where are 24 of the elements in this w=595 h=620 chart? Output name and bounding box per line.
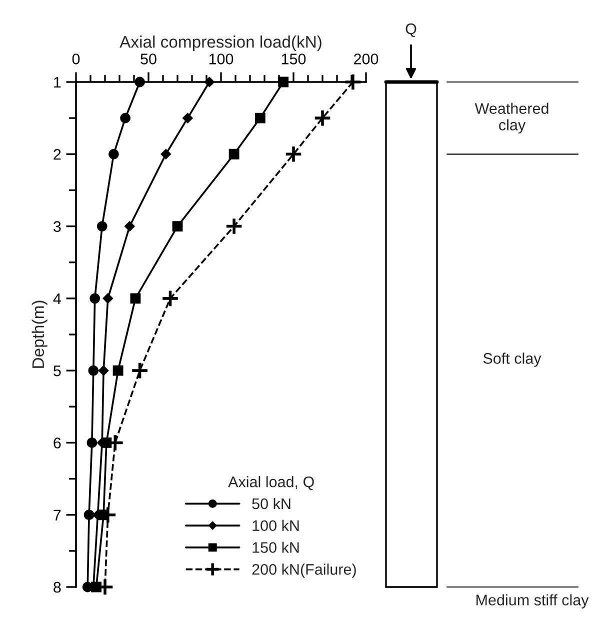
y-tick-label: 2	[54, 149, 61, 160]
y-tick-label: 6	[54, 438, 61, 448]
y-tick-label: 3	[54, 221, 61, 232]
legend-label: 200 kN(Failure)	[252, 564, 356, 578]
x-axis-title: Axial compression load(kN)	[120, 36, 322, 52]
x-tick-label: 200	[354, 54, 378, 64]
legend-title: Axial load, Q	[228, 476, 314, 490]
y-tick-label: 8	[54, 582, 61, 593]
x-tick-label: 150	[282, 54, 306, 64]
y-tick-label: 4	[53, 293, 61, 304]
x-tick-label: 100	[209, 54, 234, 64]
y-tick-label: 7	[54, 510, 61, 520]
y-tick-label: 5	[54, 366, 61, 376]
x-tick-label: 0	[72, 54, 80, 64]
y-axis-title: Depth(m)	[32, 300, 48, 368]
text: Q	[406, 23, 416, 37]
legend-label: 100 kN	[252, 520, 299, 532]
legend-label: 50 kN	[252, 498, 290, 510]
x-tick-label: 50	[140, 54, 156, 64]
legend-label: 150 kN	[252, 542, 299, 553]
y-tick-label: 1	[54, 77, 61, 88]
text: Soft clay	[483, 352, 542, 367]
text: Medium stiff clay	[476, 594, 589, 608]
text: Weathered clay	[474, 102, 548, 134]
